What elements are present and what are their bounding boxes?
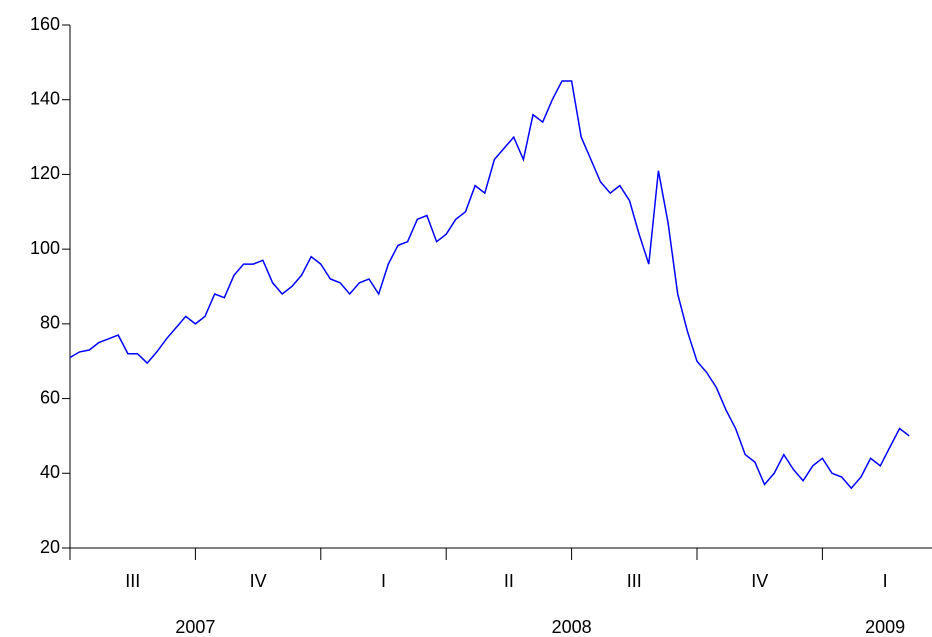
y-tick-label: 140 <box>30 88 60 108</box>
year-label: 2009 <box>865 617 905 637</box>
quarter-label: I <box>381 571 386 591</box>
y-tick-label: 120 <box>30 163 60 183</box>
quarter-label: III <box>627 571 642 591</box>
quarter-label: I <box>883 571 888 591</box>
y-tick-label: 20 <box>40 537 60 557</box>
y-tick-label: 60 <box>40 387 60 407</box>
quarter-label: III <box>125 571 140 591</box>
year-label: 2008 <box>552 617 592 637</box>
quarter-label: IV <box>250 571 267 591</box>
y-tick-label: 100 <box>30 238 60 258</box>
y-tick-label: 160 <box>30 14 60 34</box>
y-tick-label: 80 <box>40 313 60 333</box>
quarter-label: II <box>504 571 514 591</box>
price-line <box>69 80 910 490</box>
quarter-label: IV <box>751 571 768 591</box>
y-tick-label: 40 <box>40 462 60 482</box>
year-label: 2007 <box>175 617 215 637</box>
